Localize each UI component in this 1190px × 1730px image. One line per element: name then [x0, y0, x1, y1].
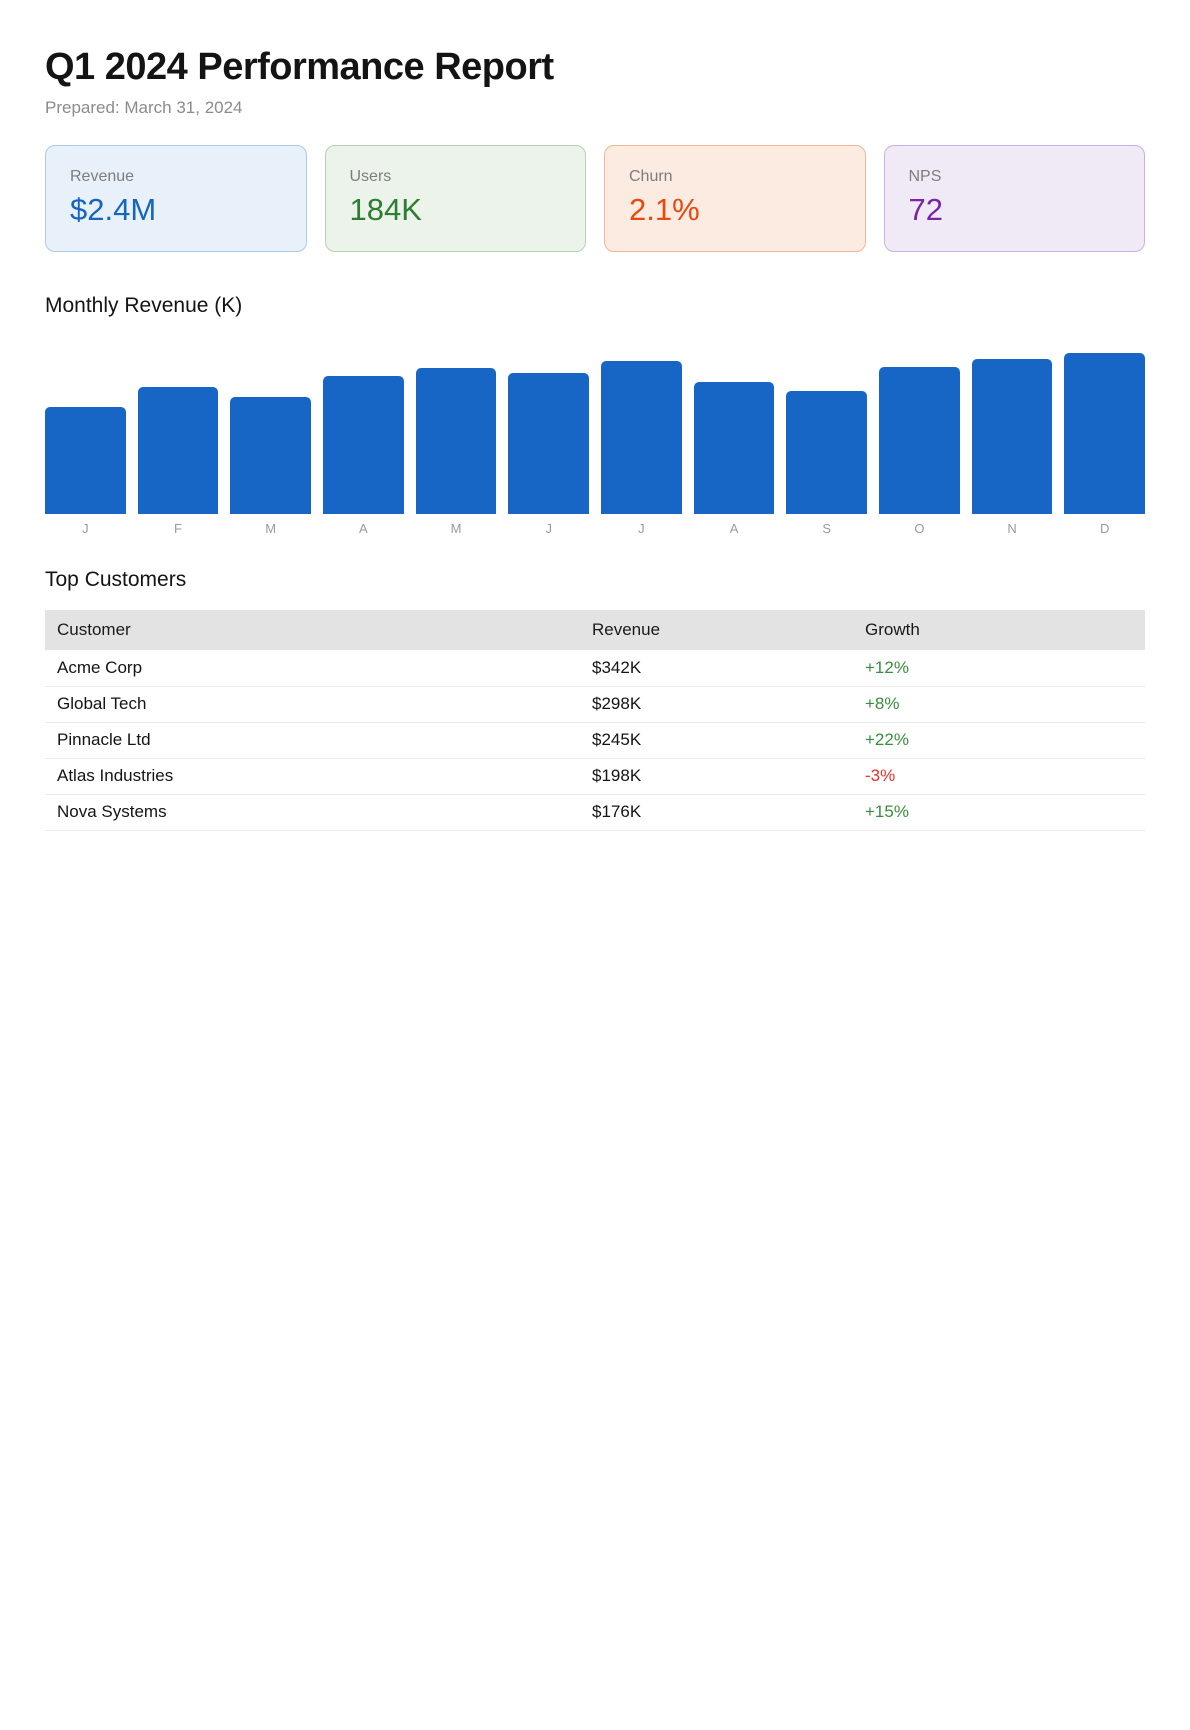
cell-revenue: $198K: [592, 758, 865, 795]
bar-8-A: [693, 382, 775, 514]
cell-revenue: $342K: [592, 650, 865, 687]
cell-growth: +22%: [865, 722, 1145, 759]
report-page: Q1 2024 Performance Report Prepared: Mar…: [0, 46, 1190, 831]
bar-5-M: [415, 368, 497, 514]
cell-revenue: $245K: [592, 722, 865, 759]
bar-9-S: [786, 391, 868, 514]
cell-customer: Global Tech: [45, 686, 592, 723]
month-label-10: O: [914, 521, 925, 536]
month-label-11: N: [1007, 521, 1017, 536]
prepared-date: Prepared: March 31, 2024: [45, 98, 243, 117]
month-label-5: M: [450, 521, 462, 536]
chart-title: Monthly Revenue (K): [45, 294, 243, 317]
kpi-label: NPS: [908, 168, 942, 185]
column-header-revenue: Revenue: [592, 610, 865, 650]
bar-12-D: [1064, 353, 1146, 514]
customers-tbody: Acme Corp $342K +12% Global Tech $298K +…: [45, 650, 1145, 831]
column-header-growth: Growth: [865, 610, 1145, 650]
cell-customer: Acme Corp: [45, 650, 592, 687]
cell-growth: +8%: [865, 686, 1145, 723]
month-label-7: J: [638, 521, 645, 536]
month-label-2: F: [174, 521, 182, 536]
table-header-row: Customer Revenue Growth: [45, 610, 1145, 650]
bar-7-J: [601, 361, 682, 514]
cell-customer: Pinnacle Ltd: [45, 722, 592, 759]
kpi-value: 2.1%: [629, 192, 700, 227]
month-label-12: D: [1100, 521, 1110, 536]
kpi-card-churn: Churn 2.1%: [604, 145, 866, 252]
kpi-value: 72: [908, 192, 943, 227]
table-row: Atlas Industries $198K -3%: [45, 758, 1145, 795]
cell-revenue: $298K: [592, 686, 865, 723]
kpi-label: Users: [349, 168, 392, 185]
month-label-3: M: [265, 521, 277, 536]
cell-customer: Atlas Industries: [45, 758, 592, 795]
bar-10-O: [879, 367, 960, 514]
bar-1-J: [45, 407, 126, 514]
cell-customer: Nova Systems: [45, 794, 592, 831]
cell-growth: -3%: [865, 758, 1145, 795]
month-label-1: J: [82, 521, 89, 536]
month-label-6: J: [545, 521, 552, 536]
kpi-card-users: Users 184K: [324, 145, 586, 252]
table-row: Nova Systems $176K +15%: [45, 794, 1145, 831]
kpi-value: 184K: [349, 192, 422, 227]
bar-6-J: [508, 373, 590, 514]
kpi-card-revenue: Revenue $2.4M: [45, 145, 307, 252]
bar-2-F: [137, 387, 219, 514]
bar-11-N: [971, 359, 1053, 514]
cell-revenue: $176K: [592, 794, 865, 831]
bar-3-M: [230, 397, 312, 514]
kpi-label: Revenue: [70, 168, 135, 185]
column-header-customer: Customer: [45, 610, 592, 650]
month-label-8: A: [729, 521, 739, 536]
kpi-label: Churn: [629, 168, 673, 185]
page-title: Q1 2024 Performance Report: [45, 46, 554, 88]
revenue-bar-chart: [45, 328, 1146, 514]
kpi-card-nps: NPS 72: [883, 145, 1145, 252]
kpi-cards: Revenue $2.4M Users 184K Churn 2.1% NPS …: [45, 145, 1145, 252]
cell-growth: +12%: [865, 650, 1145, 687]
bar-4-A: [323, 376, 404, 514]
month-label-4: A: [359, 521, 368, 536]
table-row: Global Tech $298K +8%: [45, 686, 1145, 723]
top-customers-table: Customer Revenue Growth Acme Corp $342K …: [45, 610, 1145, 831]
table-row: Acme Corp $342K +12%: [45, 650, 1145, 687]
table-row: Pinnacle Ltd $245K +22%: [45, 722, 1145, 759]
cell-growth: +15%: [865, 794, 1145, 831]
table-title: Top Customers: [45, 568, 187, 591]
month-label-9: S: [822, 521, 832, 536]
kpi-value: $2.4M: [70, 192, 157, 227]
